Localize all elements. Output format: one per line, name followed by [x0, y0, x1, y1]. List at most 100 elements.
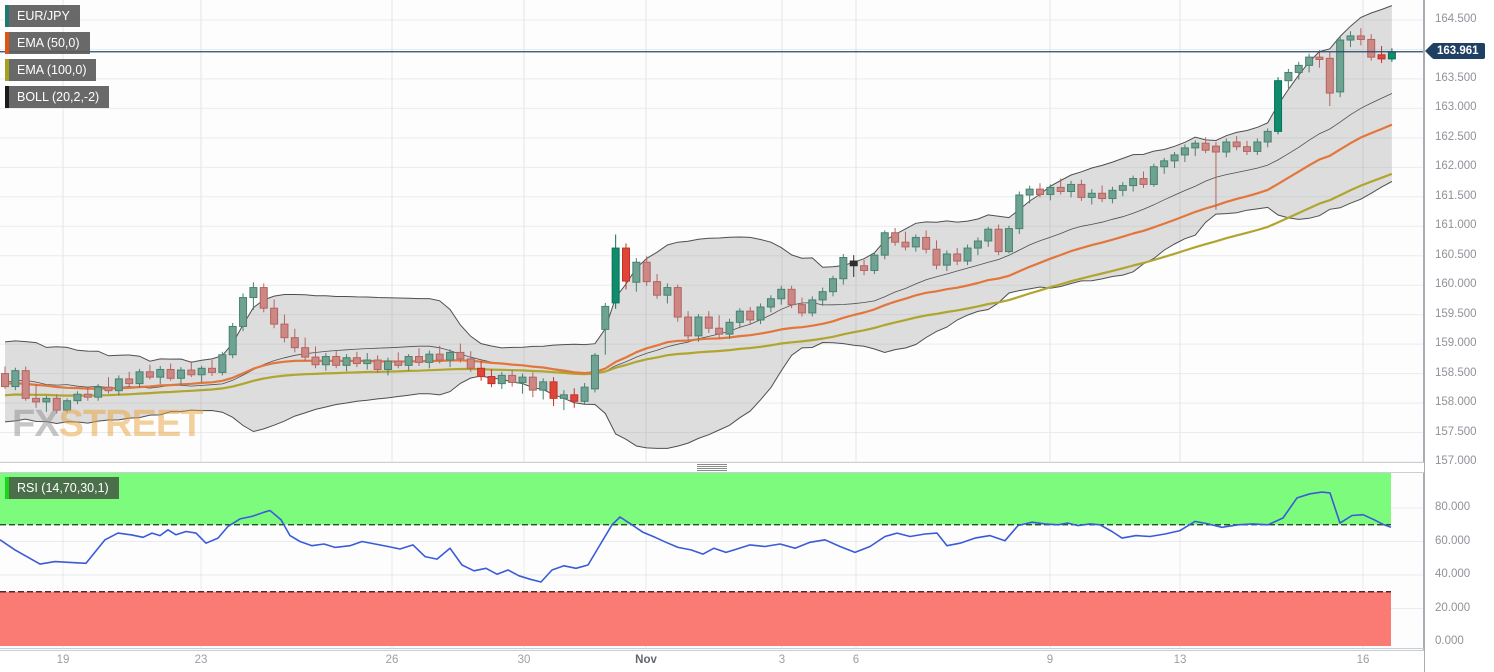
legend-ema50[interactable]: EMA (50,0) — [5, 32, 90, 54]
candle[interactable] — [1149, 163, 1158, 187]
legend-symbol[interactable]: EUR/JPY — [5, 5, 80, 27]
candle[interactable] — [766, 295, 775, 313]
candle[interactable] — [1222, 138, 1231, 158]
candle[interactable] — [601, 302, 610, 355]
candle[interactable] — [891, 228, 900, 246]
candle[interactable] — [559, 390, 568, 411]
candle[interactable] — [1, 366, 9, 389]
candle[interactable] — [684, 311, 693, 341]
candle[interactable] — [394, 352, 403, 369]
candle[interactable] — [973, 237, 982, 256]
candle[interactable] — [1336, 37, 1345, 98]
candle[interactable] — [166, 363, 175, 381]
candle[interactable] — [1211, 141, 1220, 210]
candle[interactable] — [653, 274, 662, 299]
candle[interactable] — [725, 318, 734, 339]
candle[interactable] — [528, 372, 537, 398]
candle[interactable] — [1004, 225, 1013, 254]
candle[interactable] — [1243, 140, 1251, 155]
rsi-chart[interactable] — [0, 472, 1424, 650]
candle[interactable] — [73, 391, 82, 405]
candle[interactable] — [953, 248, 962, 266]
candle[interactable] — [694, 314, 703, 342]
candle[interactable] — [839, 253, 848, 285]
candle[interactable] — [1367, 34, 1376, 61]
candle[interactable] — [932, 240, 941, 270]
candle[interactable] — [301, 337, 310, 362]
candle[interactable] — [280, 314, 289, 343]
candle[interactable] — [1346, 31, 1355, 48]
candle[interactable] — [1036, 183, 1044, 198]
candle[interactable] — [994, 224, 1003, 256]
candle[interactable] — [1180, 144, 1189, 163]
candle[interactable] — [425, 350, 434, 369]
candle[interactable] — [901, 231, 910, 251]
candle[interactable] — [239, 293, 248, 332]
candle[interactable] — [42, 395, 51, 412]
candle[interactable] — [787, 285, 796, 309]
candle[interactable] — [104, 377, 113, 394]
candle[interactable] — [446, 349, 455, 368]
candle[interactable] — [870, 252, 879, 275]
candle[interactable] — [549, 377, 558, 407]
candle[interactable] — [94, 384, 103, 401]
candle[interactable] — [580, 383, 589, 405]
candle[interactable] — [404, 354, 413, 371]
candle[interactable] — [942, 250, 951, 272]
candle[interactable] — [259, 283, 268, 313]
candle[interactable] — [1325, 51, 1334, 107]
candle[interactable] — [52, 394, 61, 414]
candle[interactable] — [456, 343, 465, 363]
candle[interactable] — [1191, 140, 1200, 157]
candle[interactable] — [83, 387, 92, 401]
candle[interactable] — [611, 234, 620, 309]
candle[interactable] — [63, 398, 72, 413]
candle[interactable] — [756, 303, 765, 325]
candle[interactable] — [1015, 191, 1024, 234]
candle[interactable] — [1139, 171, 1148, 188]
candle[interactable] — [373, 355, 382, 374]
candle[interactable] — [1263, 128, 1272, 148]
candle[interactable] — [808, 296, 817, 317]
candle[interactable] — [332, 350, 341, 369]
candle[interactable] — [922, 230, 931, 254]
candle[interactable] — [135, 368, 144, 388]
candle[interactable] — [797, 297, 806, 317]
candle[interactable] — [632, 258, 641, 292]
candle[interactable] — [197, 365, 206, 383]
candle[interactable] — [735, 308, 744, 329]
candle[interactable] — [321, 352, 330, 371]
candle[interactable] — [880, 230, 889, 260]
candle[interactable] — [1108, 186, 1117, 204]
candle[interactable] — [829, 275, 837, 297]
candle[interactable] — [1025, 185, 1034, 204]
candle[interactable] — [715, 315, 724, 339]
candle[interactable] — [1201, 137, 1210, 154]
candle[interactable] — [1160, 157, 1169, 174]
candle[interactable] — [849, 255, 858, 277]
candle[interactable] — [663, 283, 672, 304]
pane-resize-handle-icon[interactable] — [697, 464, 727, 471]
candle[interactable] — [1170, 152, 1179, 168]
candle[interactable] — [1098, 185, 1107, 203]
candle[interactable] — [114, 375, 123, 396]
candle[interactable] — [539, 378, 548, 400]
legend-ema100[interactable]: EMA (100,0) — [5, 59, 97, 81]
main-chart[interactable] — [0, 0, 1424, 463]
candle[interactable] — [342, 354, 351, 372]
price-axis[interactable]: 164.500 163.500 163.000 162.500 162.000 161.5… — [1424, 0, 1494, 672]
candle[interactable] — [860, 259, 869, 276]
candle[interactable] — [435, 345, 444, 364]
candle[interactable] — [290, 328, 299, 353]
candle[interactable] — [228, 322, 237, 359]
candle[interactable] — [1067, 180, 1076, 198]
candle[interactable] — [590, 352, 599, 393]
candle[interactable] — [622, 243, 630, 290]
candle[interactable] — [487, 369, 496, 388]
candle[interactable] — [1087, 189, 1096, 205]
candle[interactable] — [466, 351, 475, 372]
candle[interactable] — [984, 226, 993, 247]
candle[interactable] — [415, 348, 423, 366]
candle[interactable] — [1294, 61, 1303, 80]
candle[interactable] — [963, 244, 972, 266]
